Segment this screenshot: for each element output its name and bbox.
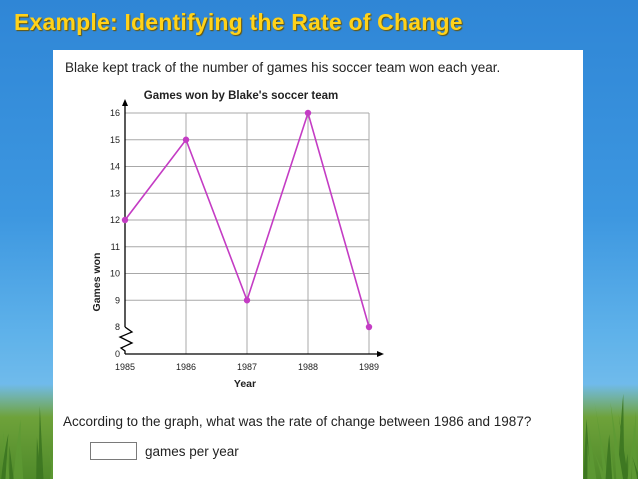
chart-axes xyxy=(118,99,384,357)
grass-blade xyxy=(18,421,24,479)
y-tick-label: 10 xyxy=(110,269,120,279)
y-tick-label: 9 xyxy=(115,295,120,305)
axis-break-zigzag xyxy=(118,326,134,354)
data-point xyxy=(121,216,129,224)
question-text: According to the graph, what was the rat… xyxy=(63,414,532,429)
grass-blade xyxy=(38,405,44,479)
grass-blade xyxy=(624,453,628,479)
grass-blade xyxy=(588,424,597,479)
y-tick-label: 16 xyxy=(110,108,120,118)
data-point xyxy=(243,297,251,304)
grass-blade xyxy=(605,434,613,479)
slide-title: Example: Identifying the Rate of Change xyxy=(14,9,463,35)
x-tick-label: 1988 xyxy=(298,362,318,372)
grass-blade xyxy=(36,437,42,479)
x-tick-label: 1985 xyxy=(115,362,135,372)
x-tick-label: 1989 xyxy=(359,362,379,372)
answer-input[interactable] xyxy=(90,442,137,460)
y-tick-labels: 0 8 9 10 11 12 13 14 15 16 xyxy=(110,108,120,359)
x-tick-label: 1986 xyxy=(176,362,196,372)
grass-blade xyxy=(587,443,592,479)
grass-blade xyxy=(627,436,634,479)
y-axis-arrow xyxy=(122,99,128,106)
y-tick-label: 8 xyxy=(115,322,120,332)
y-axis-label: Games won xyxy=(91,253,103,312)
y-tick-label: 14 xyxy=(110,162,120,172)
x-axis-label: Year xyxy=(234,378,256,390)
x-tick-label: 1987 xyxy=(237,362,257,372)
grass-blade xyxy=(631,453,638,479)
grass-blade xyxy=(9,445,14,479)
problem-intro: Blake kept track of the number of games … xyxy=(65,60,501,75)
y-tick-label: 0 xyxy=(115,349,120,359)
grass-blade xyxy=(618,413,629,479)
y-tick-label: 11 xyxy=(111,242,120,252)
chart-grid xyxy=(125,112,370,354)
grass-blade xyxy=(610,402,624,479)
problem-panel: Blake kept track of the number of games … xyxy=(53,50,583,479)
line-chart: Games won by Blake's soccer team 0 8 9 10 11… xyxy=(91,90,384,390)
data-series xyxy=(121,109,373,331)
chart-title: Games won by Blake's soccer team xyxy=(144,90,339,102)
y-tick-label: 12 xyxy=(110,215,120,225)
data-point xyxy=(365,323,373,331)
data-point xyxy=(304,109,312,117)
grass-blade xyxy=(1,433,9,479)
y-tick-label: 15 xyxy=(110,135,120,145)
x-axis-arrow xyxy=(377,351,384,357)
grass-blade xyxy=(594,401,609,479)
answer-unit-label: games per year xyxy=(145,444,239,459)
grass-blade xyxy=(631,411,636,479)
x-tick-labels: 1985 1986 1987 1988 1989 xyxy=(115,362,379,372)
y-tick-label: 13 xyxy=(110,188,120,198)
data-point xyxy=(182,136,190,143)
